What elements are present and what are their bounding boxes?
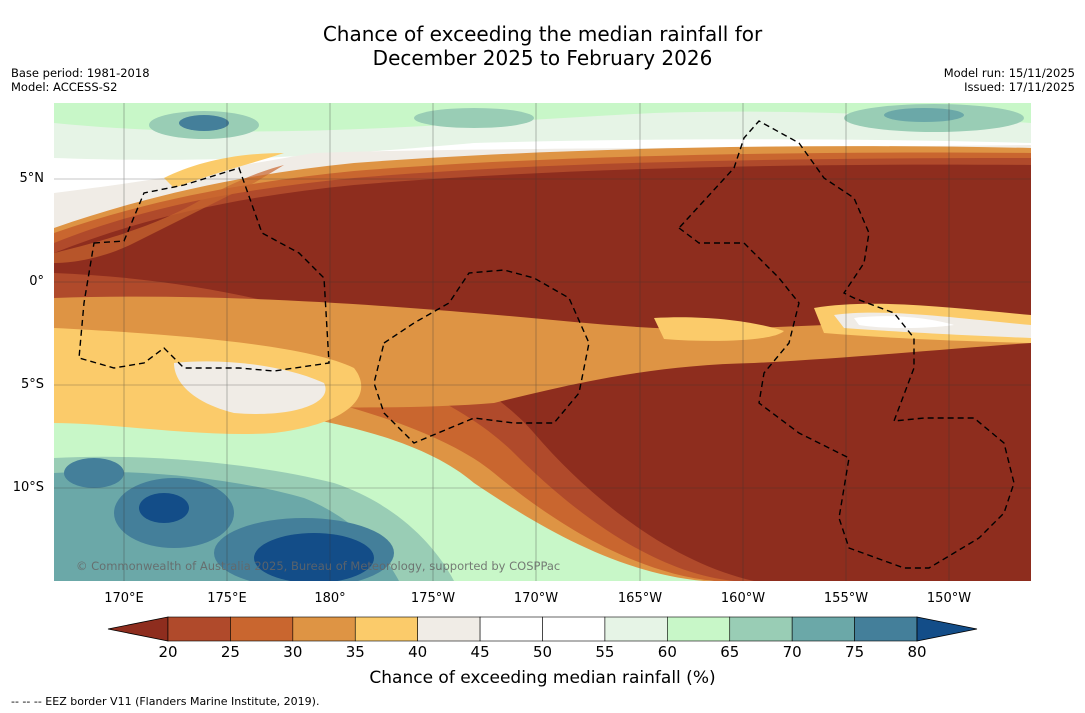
colorbar-label: 20 bbox=[158, 643, 178, 661]
colorbar-segment bbox=[667, 616, 731, 642]
map-svg bbox=[54, 103, 1031, 581]
colorbar-label: 35 bbox=[345, 643, 365, 661]
chart-title: Chance of exceeding the median rainfall … bbox=[0, 22, 1085, 70]
lon-tick-175w: 175°W bbox=[410, 591, 456, 606]
grid-lines bbox=[54, 103, 1031, 581]
mid-yellow-patch-2 bbox=[654, 317, 784, 341]
colorbar-segment bbox=[542, 616, 606, 642]
meta-right: Model run: 15/11/2025 Issued: 17/11/2025 bbox=[944, 66, 1075, 94]
colorbar-segment bbox=[729, 616, 793, 642]
lat-tick-0: 0° bbox=[29, 274, 44, 289]
colorbar-segment bbox=[167, 616, 231, 642]
north-blue-patch-2 bbox=[884, 108, 964, 122]
south-navy-patch-2 bbox=[254, 533, 374, 581]
colorbar-over-arrow bbox=[916, 616, 978, 642]
colorbar-segment bbox=[854, 616, 918, 642]
colorbar-segment bbox=[417, 616, 481, 642]
eez-border-3 bbox=[677, 120, 1015, 569]
rainfall-map bbox=[54, 103, 1031, 581]
colorbar-under-arrow bbox=[107, 616, 169, 642]
lon-tick-150w: 150°W bbox=[926, 591, 972, 606]
colorbar-segment bbox=[604, 616, 668, 642]
colorbar bbox=[107, 616, 978, 642]
colorbar-segments bbox=[107, 616, 978, 642]
title-line-1: Chance of exceeding the median rainfall … bbox=[322, 22, 763, 46]
colorbar-label: 25 bbox=[220, 643, 240, 661]
north-edge-rust bbox=[54, 165, 284, 263]
mid-neutral-patch-1 bbox=[174, 361, 326, 414]
colorbar-label: 50 bbox=[532, 643, 553, 661]
eez-footnote: -- -- -- EEZ border V11 (Flanders Marine… bbox=[11, 695, 320, 708]
model-run: Model run: 15/11/2025 bbox=[943, 66, 1075, 80]
lon-tick-155w: 155°W bbox=[823, 591, 869, 606]
colorbar-label: 45 bbox=[470, 643, 490, 661]
issued-date: Issued: 17/11/2025 bbox=[964, 80, 1075, 94]
colorbar-segment bbox=[791, 616, 855, 642]
north-blue-patch-1 bbox=[179, 115, 229, 131]
eez-borders bbox=[78, 120, 1015, 569]
north-teal-patch-3 bbox=[414, 108, 534, 128]
colorbar-segment bbox=[230, 616, 294, 642]
colorbar-segment bbox=[292, 616, 356, 642]
colorbar-label: 75 bbox=[845, 643, 865, 661]
colorbar-label: 65 bbox=[720, 643, 740, 661]
colorbar-label: 60 bbox=[657, 643, 677, 661]
lat-tick-10s: 10°S bbox=[12, 480, 44, 495]
eez-border-2 bbox=[373, 269, 590, 444]
model-name: Model: ACCESS-S2 bbox=[11, 80, 118, 94]
colorbar-segment bbox=[354, 616, 418, 642]
map-copyright: © Commonwealth of Australia 2025, Bureau… bbox=[76, 559, 561, 573]
colorbar-segment bbox=[479, 616, 543, 642]
lat-tick-5s: 5°S bbox=[20, 377, 44, 392]
lat-tick-5n: 5°N bbox=[19, 171, 45, 186]
meta-left: Base period: 1981-2018 Model: ACCESS-S2 bbox=[11, 66, 150, 94]
lon-tick-165w: 165°W bbox=[617, 591, 663, 606]
colorbar-label: 70 bbox=[782, 643, 802, 661]
lon-tick-170w: 170°W bbox=[513, 591, 559, 606]
lon-tick-160w: 160°W bbox=[720, 591, 766, 606]
colorbar-label: 55 bbox=[595, 643, 615, 661]
south-blue-patch-3 bbox=[64, 458, 124, 488]
lon-tick-180: 180° bbox=[314, 591, 346, 606]
south-navy-patch-1 bbox=[139, 493, 189, 523]
base-period: Base period: 1981-2018 bbox=[11, 66, 150, 80]
colorbar-label: 80 bbox=[907, 643, 927, 661]
title-line-2: December 2025 to February 2026 bbox=[372, 46, 713, 70]
lon-tick-170e: 170°E bbox=[104, 591, 144, 606]
colorbar-label: 40 bbox=[408, 643, 428, 661]
colorbar-title: Chance of exceeding median rainfall (%) bbox=[369, 668, 716, 688]
lon-tick-175e: 175°E bbox=[207, 591, 247, 606]
colorbar-label: 30 bbox=[283, 643, 303, 661]
mid-white-patch bbox=[854, 316, 954, 328]
